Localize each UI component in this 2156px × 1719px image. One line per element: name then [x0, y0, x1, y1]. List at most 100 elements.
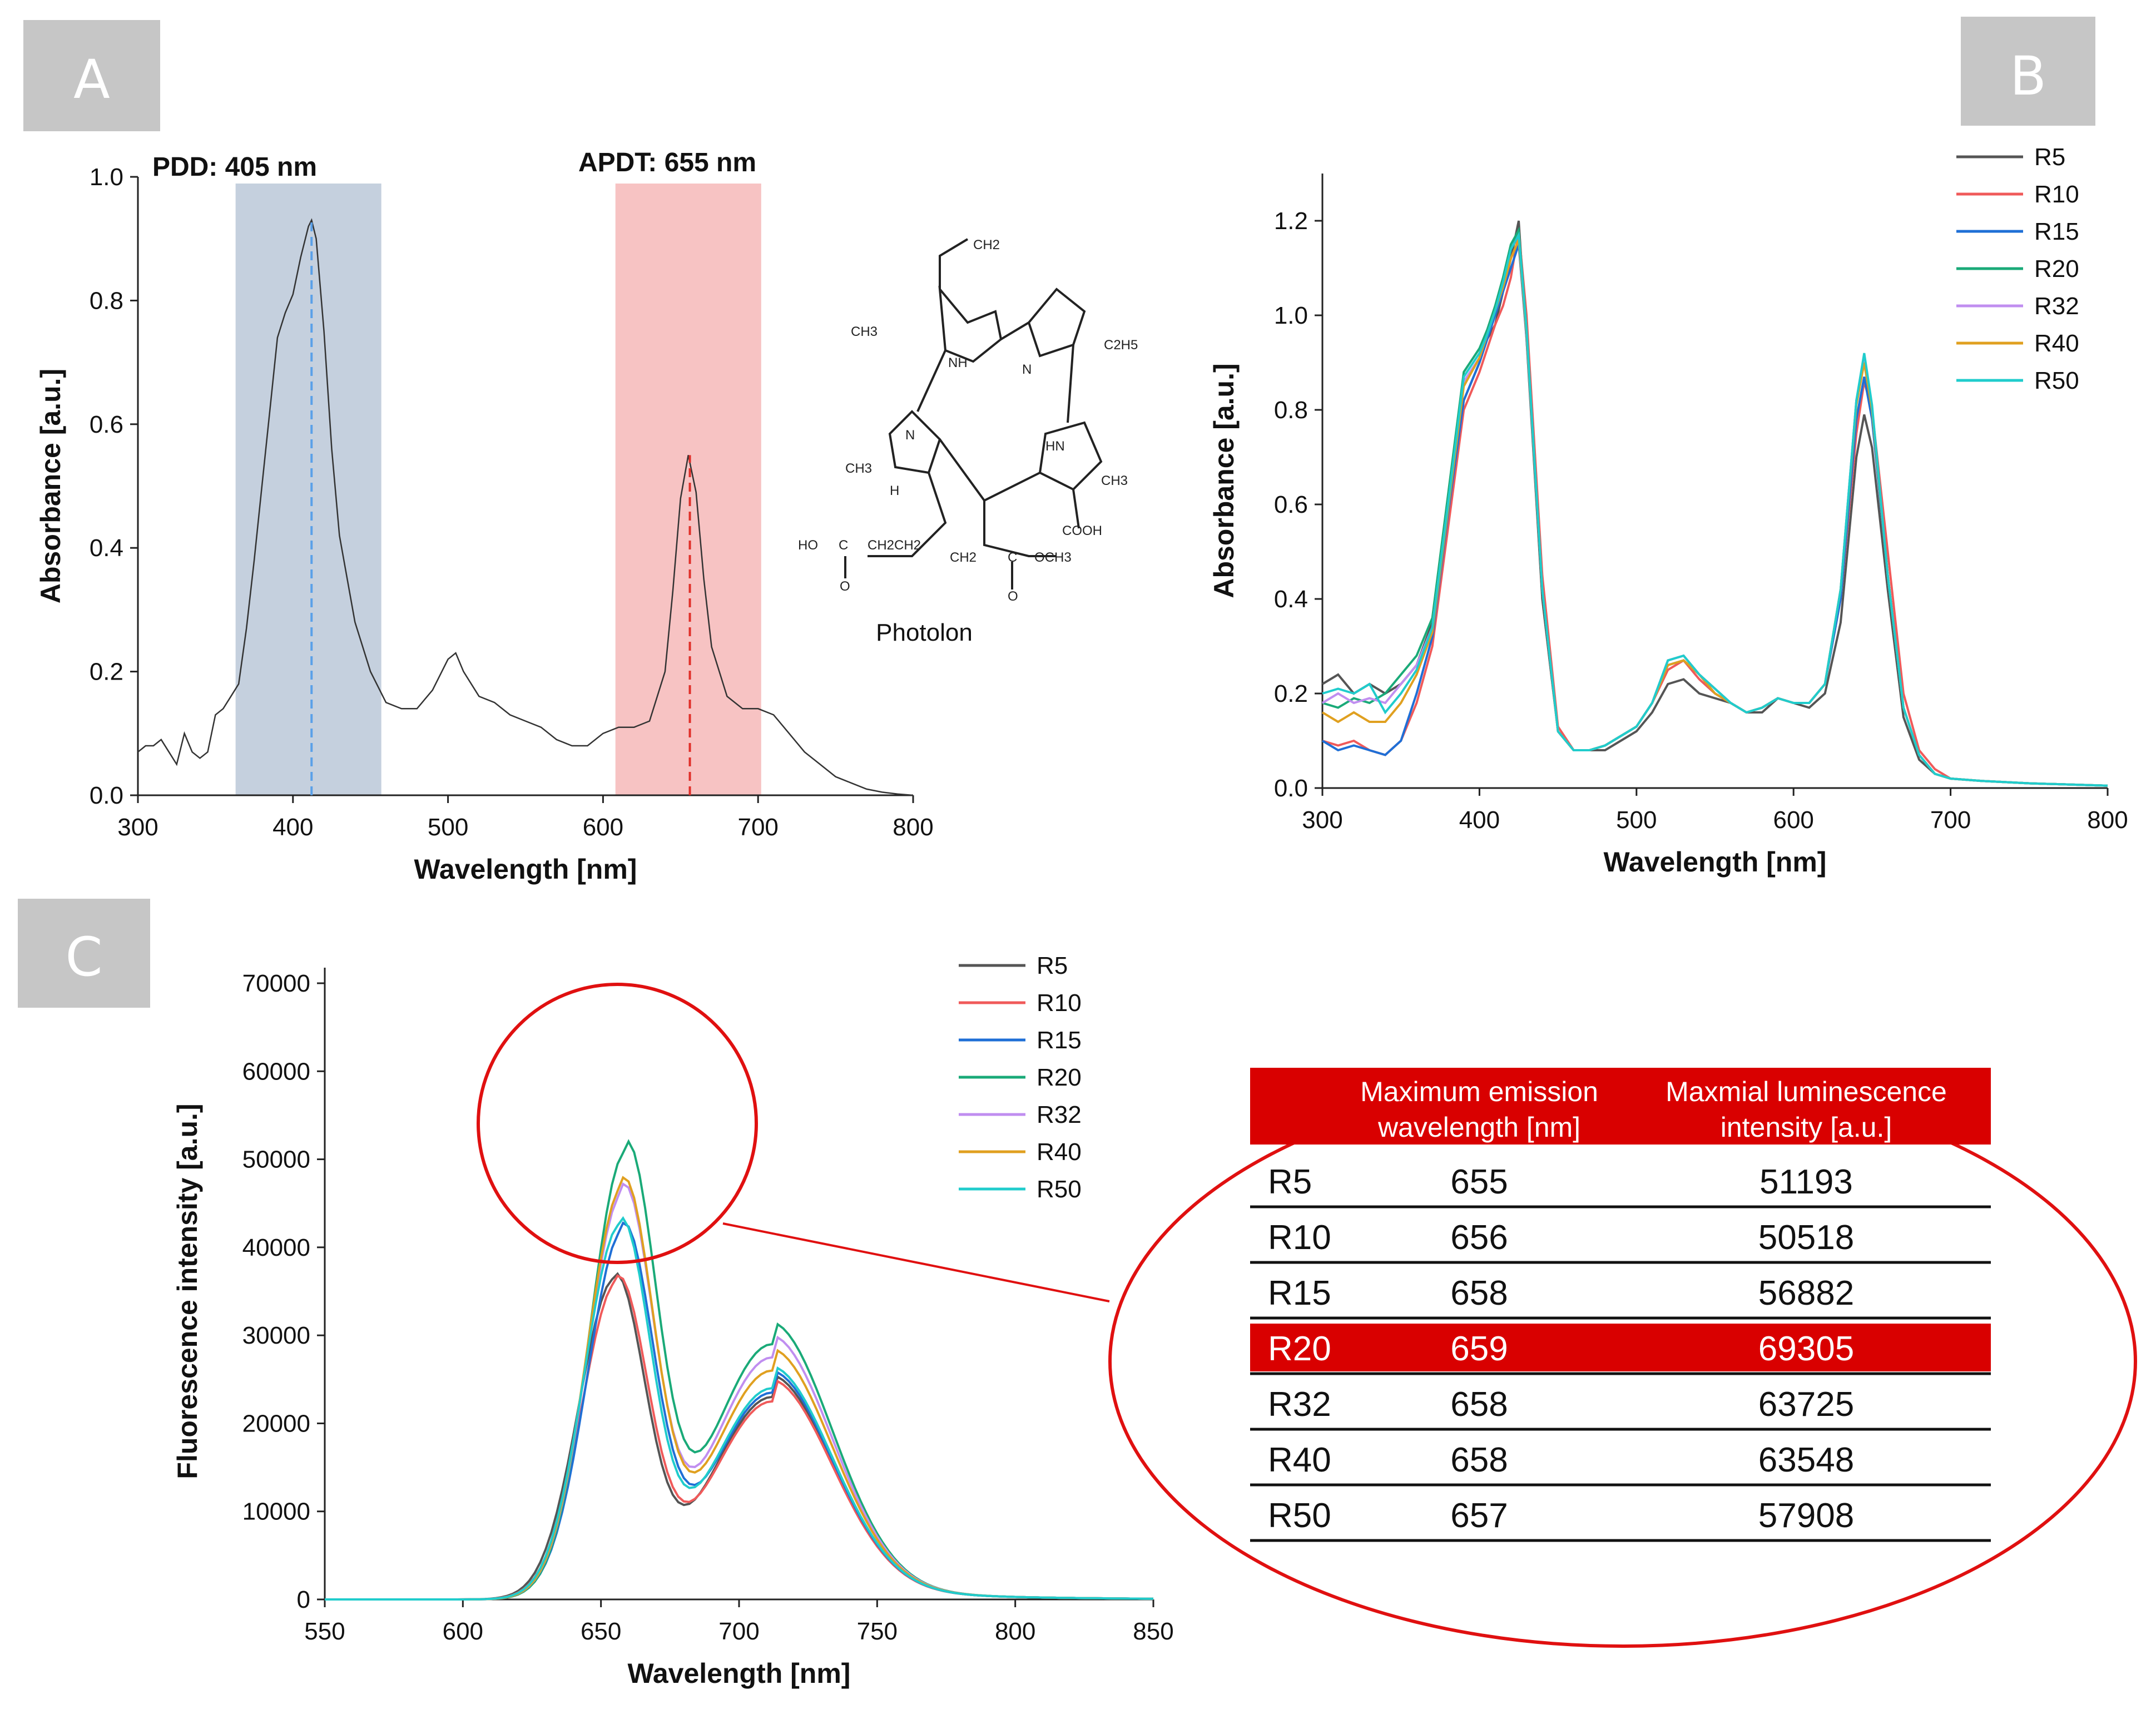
series-line-r20 [325, 1139, 1153, 1601]
table-cell-wavelength: 658 [1450, 1385, 1508, 1424]
series-line-r32 [325, 1182, 1153, 1601]
y-tick-label: 70000 [242, 970, 310, 997]
x-tick-label: 700 [737, 814, 778, 841]
atom-label: N [905, 428, 915, 443]
band-pdd [235, 184, 381, 795]
x-axis-label: Wavelength [nm] [1604, 846, 1827, 878]
table-cell-sample: R20 [1268, 1330, 1331, 1368]
series-line-r15 [1321, 244, 2108, 787]
x-tick-label: 500 [1616, 806, 1657, 834]
x-axis-label: Wavelength [nm] [628, 1658, 851, 1689]
legend-label-r50: R50 [2034, 367, 2079, 394]
photolon-absorbance-line [137, 218, 914, 796]
series-line-r20 [1322, 226, 2108, 787]
y-tick-label: 30000 [242, 1322, 310, 1349]
legend-label-r5: R5 [1037, 952, 1068, 979]
band-apdt [615, 184, 761, 795]
pyrrole-ring-1 [938, 285, 1003, 363]
legend-label-r40: R40 [2034, 330, 2079, 357]
table-cell-sample: R5 [1268, 1163, 1312, 1201]
legend-label-r5: R5 [2034, 143, 2065, 171]
pyrrole-ring-4 [1038, 421, 1103, 491]
table-cell-sample: R40 [1268, 1441, 1331, 1479]
x-tick-label: 300 [117, 814, 158, 841]
y-tick-label: 0.2 [90, 658, 123, 686]
table-cell-intensity: 69305 [1758, 1330, 1854, 1368]
y-tick-label: 10000 [242, 1498, 310, 1525]
emission-summary-table: Maximum emission wavelength [nm] Maxmial… [1250, 1068, 1991, 1542]
table-cell-intensity: 63725 [1758, 1385, 1854, 1424]
bridge-1 [1000, 321, 1030, 340]
panel-a-letter: A [73, 48, 110, 111]
x-tick-label: 300 [1302, 806, 1342, 834]
y-tick-label: 0.8 [1274, 397, 1308, 424]
table-cell-intensity: 57908 [1758, 1497, 1854, 1535]
atom-label: C [1008, 550, 1017, 565]
y-tick-label: 0 [297, 1586, 310, 1613]
panel-a-box [23, 20, 160, 131]
panel-c-box [18, 899, 150, 1008]
x-tick-label: 800 [893, 814, 933, 841]
series-line-r10 [325, 1274, 1153, 1601]
x-tick-label: 600 [443, 1618, 483, 1645]
series-line-r5 [325, 1272, 1153, 1601]
atom-label: HO [798, 538, 818, 553]
propionic-chain [868, 472, 947, 557]
ester-chain [983, 501, 1057, 557]
bridge-2 [916, 350, 946, 412]
table-cell-wavelength: 658 [1450, 1441, 1508, 1479]
table-cell-intensity: 63548 [1758, 1441, 1854, 1479]
table-cell-sample: R32 [1268, 1385, 1331, 1424]
pyrrole-ring-2 [1027, 288, 1086, 358]
legend-label-r10: R10 [2034, 181, 2079, 208]
atom-label: OCH3 [1034, 550, 1072, 565]
x-axis-label: Wavelength [nm] [414, 854, 637, 885]
atom-label: CH3 [845, 461, 872, 476]
x-tick-label: 550 [304, 1618, 345, 1645]
x-tick-label: 700 [1930, 806, 1971, 834]
legend-label-r15: R15 [2034, 218, 2079, 245]
y-axis-label: Absorbance [a.u.] [35, 369, 66, 603]
y-axis-label: Absorbance [a.u.] [1208, 363, 1240, 598]
atom-label: C2H5 [1104, 338, 1138, 353]
x-tick-label: 600 [1773, 806, 1813, 834]
series-line-r50 [1322, 231, 2108, 787]
atom-label: CH2 [973, 237, 1000, 252]
y-tick-label: 40000 [242, 1234, 310, 1261]
atom-label: O [1008, 589, 1018, 604]
table-cell-sample: R15 [1268, 1274, 1331, 1312]
y-tick-label: 0.0 [1274, 775, 1308, 802]
series-line-r32 [1321, 239, 2108, 787]
bridge-3 [1067, 344, 1074, 423]
table-header-background [1250, 1068, 1991, 1145]
table-cell-intensity: 56882 [1758, 1274, 1854, 1312]
atom-label: HN [1045, 439, 1065, 454]
table-cell-intensity: 50518 [1758, 1218, 1854, 1257]
table-cell-sample: R50 [1268, 1497, 1331, 1535]
legend-label-r40: R40 [1037, 1138, 1082, 1166]
x-tick-label: 750 [857, 1618, 898, 1645]
table-cell-wavelength: 659 [1450, 1330, 1508, 1368]
panel-c-letter: C [65, 926, 102, 988]
table-header-wavelength-line1: Maximum emission [1360, 1076, 1598, 1107]
panel-b-box [1961, 17, 2095, 126]
y-tick-label: 20000 [242, 1410, 310, 1437]
peak-zoom-circle [477, 983, 758, 1264]
y-tick-label: 0.2 [1274, 680, 1308, 707]
x-tick-label: 400 [1459, 806, 1500, 834]
series-line-r50 [325, 1216, 1153, 1601]
vinyl-group [939, 238, 969, 289]
x-tick-label: 800 [995, 1618, 1035, 1645]
table-cell-wavelength: 658 [1450, 1274, 1508, 1312]
atom-label: H [890, 483, 899, 498]
carboxyl-bond [1072, 489, 1080, 529]
x-tick-label: 400 [272, 814, 313, 841]
y-tick-label: 0.0 [90, 782, 123, 809]
y-tick-label: 1.0 [90, 164, 123, 191]
legend-label-r15: R15 [1037, 1027, 1082, 1054]
table-cell-wavelength: 656 [1450, 1218, 1508, 1257]
y-tick-label: 0.4 [1274, 586, 1308, 613]
bridge-4 [939, 438, 1040, 502]
x-tick-label: 800 [2087, 806, 2128, 834]
table-header-intensity-line1: Maxmial luminescence [1666, 1076, 1947, 1107]
